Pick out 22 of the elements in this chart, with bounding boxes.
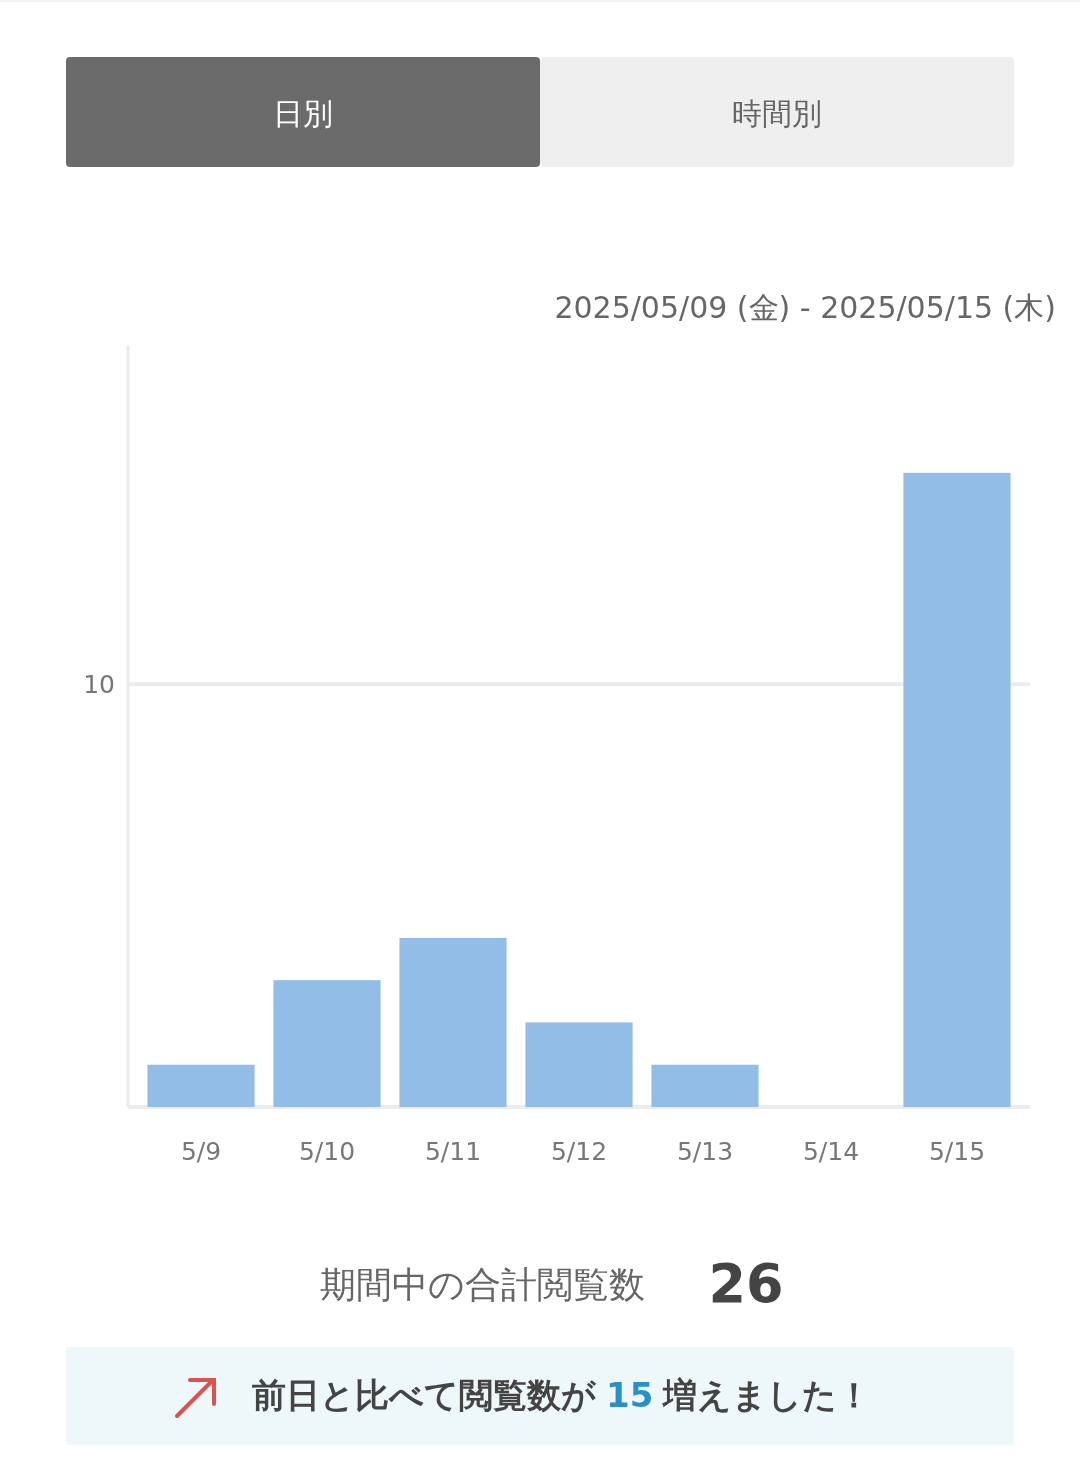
bar	[399, 937, 507, 1107]
text: 期間中の合計閲覧数	[320, 1264, 645, 1305]
bar	[525, 1022, 633, 1107]
text: 時間別	[732, 96, 822, 131]
x-tick-label: 5/10	[298, 1137, 356, 1166]
bar	[147, 1064, 255, 1107]
text: 15	[606, 1375, 654, 1415]
x-tick-label: 5/12	[550, 1137, 608, 1166]
bar	[651, 1064, 759, 1107]
text: 前日と比べて閲覧数が	[252, 1375, 597, 1415]
text: 26	[708, 1252, 784, 1315]
y-tick-label: 10	[83, 670, 115, 700]
chart-subtitle: 2025/05/09 (金) - 2025/05/15 (木)	[554, 290, 1056, 325]
bar	[903, 472, 1011, 1107]
x-tick-label: 5/11	[424, 1137, 482, 1166]
text: 日別	[273, 96, 333, 131]
x-tick-label: 5/15	[928, 1137, 986, 1166]
bar	[273, 980, 381, 1107]
text: 増えました！	[661, 1375, 872, 1415]
x-tick-label: 5/13	[676, 1137, 734, 1166]
x-tick-label: 5/9	[180, 1137, 222, 1166]
x-tick-label: 5/14	[802, 1137, 860, 1166]
